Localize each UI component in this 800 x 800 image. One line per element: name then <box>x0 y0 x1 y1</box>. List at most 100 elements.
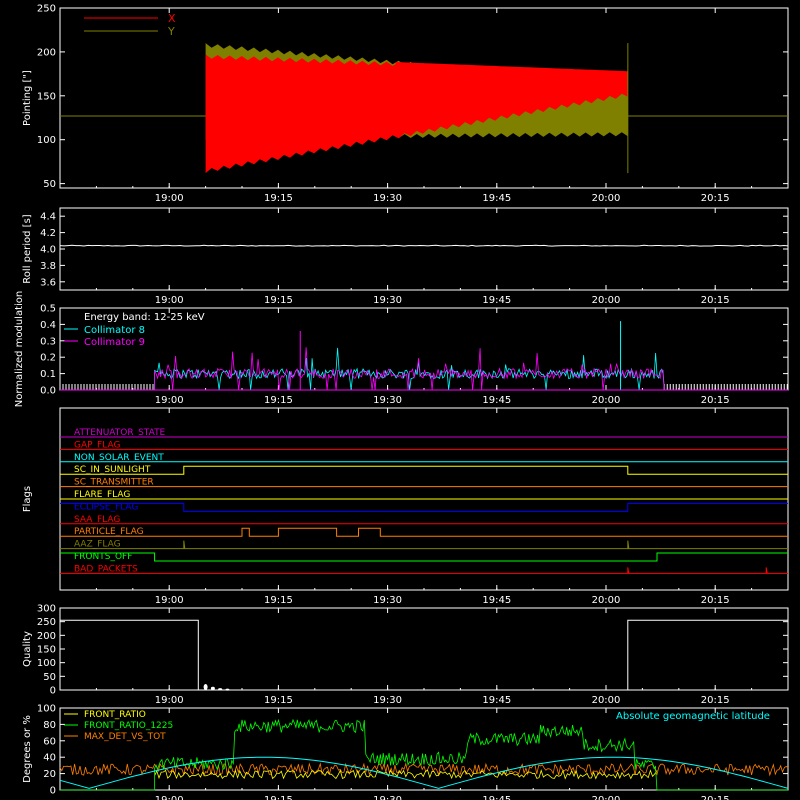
pointing-x-envelope-upper <box>395 62 628 96</box>
x-tick-label: 20:15 <box>701 193 730 204</box>
y-tick-label: 150 <box>37 645 56 656</box>
geomagnetic-annotation: Absolute geomagnetic latitude <box>616 711 770 722</box>
y-tick-label: 250 <box>37 617 56 628</box>
x-tick-label: 19:00 <box>155 695 184 706</box>
x-tick-label: 20:00 <box>592 395 621 406</box>
y-tick-label: 0.4 <box>40 320 56 331</box>
front-ratio-1225-line <box>60 718 788 791</box>
flag-label: FRONTS_OFF <box>74 552 132 562</box>
x-tick-label: 19:15 <box>264 695 293 706</box>
y-tick-label: 4.4 <box>40 212 56 223</box>
panel-frame <box>59 207 789 291</box>
x-tick-label: 19:15 <box>264 595 293 606</box>
y-tick-label: 100 <box>37 704 56 715</box>
energy-band-label: Energy band: 12-25 keV <box>84 312 205 323</box>
x-tick-label: 19:00 <box>155 295 184 306</box>
y-tick-label: 3.8 <box>40 261 56 272</box>
flag-label: AAZ_FLAG <box>74 540 121 550</box>
x-tick-label: 19:30 <box>373 395 402 406</box>
flag-label: FLARE_FLAG <box>74 490 130 500</box>
y-tick-label: 250 <box>37 4 56 15</box>
y-tick-label: 0.2 <box>40 353 56 364</box>
y-axis-label: Roll period [s] <box>22 214 33 283</box>
flag-line <box>60 502 788 512</box>
flag-label: SAA_FLAG <box>74 515 120 525</box>
x-tick-label: 19:30 <box>373 795 402 800</box>
front-ratio-line <box>154 769 658 780</box>
flag-label: NON_SOLAR_EVENT <box>74 453 164 463</box>
y-axis-label: Flags <box>22 486 33 512</box>
x-tick-label: 19:15 <box>264 295 293 306</box>
quality-blip <box>225 688 230 691</box>
flag-label: SC_TRANSMITTER <box>74 478 154 488</box>
flag-label: GAP_FLAG <box>74 440 120 450</box>
y-tick-label: 40 <box>43 753 56 764</box>
x-tick-label: 19:45 <box>482 395 511 406</box>
flag-line <box>60 552 788 562</box>
y-axis-label: Quality <box>22 631 33 667</box>
y-tick-label: 300 <box>37 604 56 615</box>
x-tick-label: 20:00 <box>592 595 621 606</box>
legend-label: Collimator 8 <box>84 325 145 336</box>
x-tick-label: 20:00 <box>592 295 621 306</box>
quality-line <box>60 619 788 691</box>
x-tick-label: 19:00 <box>155 193 184 204</box>
x-tick-label: 19:15 <box>264 795 293 800</box>
y-tick-label: 3.6 <box>40 277 56 288</box>
modulation-collimator-8-line <box>154 347 665 391</box>
legend-label: FRONT_RATIO <box>84 710 146 720</box>
x-tick-label: 19:30 <box>373 193 402 204</box>
y-tick-label: 80 <box>43 720 56 731</box>
y-tick-label: 4.2 <box>40 228 56 239</box>
x-tick-label: 19:00 <box>155 395 184 406</box>
y-axis-label: Degrees or % <box>22 715 33 783</box>
x-tick-label: 19:30 <box>373 295 402 306</box>
flag-label: PARTICLE_FLAG <box>74 527 144 537</box>
y-tick-label: 60 <box>43 736 56 747</box>
y-tick-label: 50 <box>43 672 56 683</box>
flag-line <box>60 527 788 537</box>
x-tick-label: 19:30 <box>373 695 402 706</box>
x-tick-label: 19:45 <box>482 193 511 204</box>
x-tick-label: 20:15 <box>701 695 730 706</box>
flag-label: BAD_PACKETS <box>74 564 138 574</box>
y-tick-label: 150 <box>37 91 56 102</box>
x-tick-label: 19:45 <box>482 295 511 306</box>
x-tick-label: 20:00 <box>592 193 621 204</box>
x-tick-label: 20:15 <box>701 395 730 406</box>
x-tick-label: 19:15 <box>264 395 293 406</box>
y-tick-label: 50 <box>43 179 56 190</box>
x-tick-label: 19:45 <box>482 695 511 706</box>
legend-y-label: Y <box>167 25 175 38</box>
y-tick-label: 0 <box>50 786 56 797</box>
max-det-vs-tot-line <box>59 762 789 777</box>
legend-label: MAX_DET_VS_TOT <box>84 732 166 742</box>
y-tick-label: 20 <box>43 769 56 780</box>
legend-x-label: X <box>168 12 176 25</box>
x-tick-label: 20:15 <box>701 595 730 606</box>
y-tick-label: 0.5 <box>40 304 56 315</box>
quality-blip <box>210 686 215 690</box>
geomagnetic-latitude-line <box>59 756 789 789</box>
roll-period-line <box>59 244 789 247</box>
x-tick-label: 20:15 <box>701 795 730 800</box>
x-tick-label: 20:15 <box>701 295 730 306</box>
flag-line <box>60 465 788 475</box>
flag-line <box>60 567 788 574</box>
x-tick-label: 20:00 <box>592 795 621 800</box>
flag-line <box>60 540 788 550</box>
y-tick-label: 4.0 <box>40 245 56 256</box>
flag-label: ECLIPSE_FLAG <box>74 502 138 512</box>
legend-label: Collimator 9 <box>84 337 145 348</box>
y-tick-label: 0.1 <box>40 369 56 380</box>
quality-blip <box>203 683 208 690</box>
modulation-collimator-9-line <box>154 347 665 391</box>
x-tick-label: 19:00 <box>155 595 184 606</box>
x-tick-label: 19:45 <box>482 595 511 606</box>
y-axis-label: Pointing ["] <box>22 70 33 126</box>
x-tick-label: 19:15 <box>264 193 293 204</box>
x-tick-label: 19:45 <box>482 795 511 800</box>
x-tick-label: 19:00 <box>155 795 184 800</box>
y-tick-label: 0.0 <box>40 386 56 397</box>
